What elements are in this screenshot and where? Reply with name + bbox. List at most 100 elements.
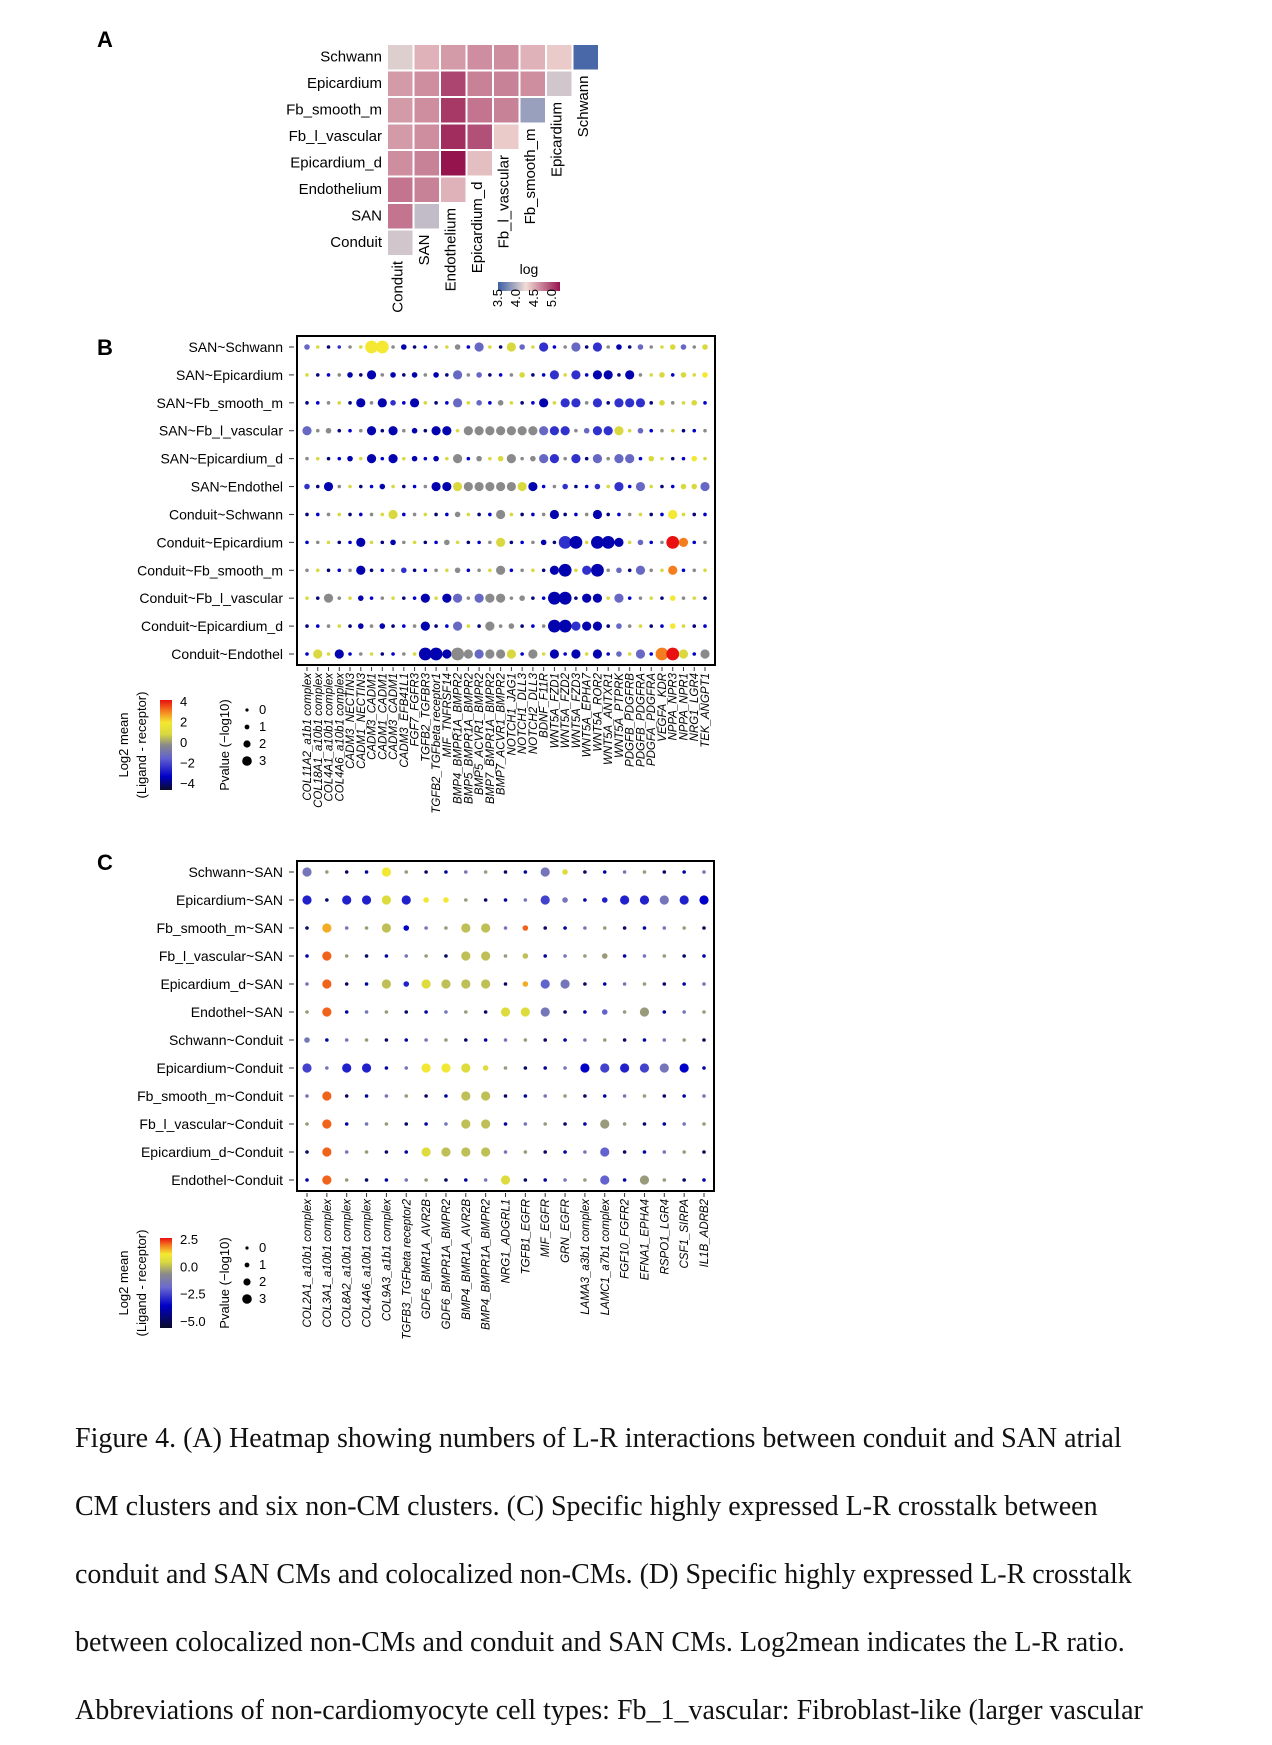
dot-point xyxy=(549,649,560,659)
col-label: CADM3_CADM1 xyxy=(388,673,400,760)
dot-point xyxy=(474,426,484,436)
row-label: Conduit~Schwann xyxy=(169,506,283,522)
row-label: SAN~Endothel xyxy=(191,479,283,495)
dot-point xyxy=(474,342,484,352)
dot-point xyxy=(496,481,506,492)
dot-bg xyxy=(402,596,406,600)
dot-point xyxy=(452,454,463,464)
dot-bg xyxy=(344,954,349,958)
heatmap-col-label: Fb_l_vascular xyxy=(496,155,513,248)
dot-point xyxy=(614,454,624,464)
dot-point xyxy=(441,1063,451,1073)
dot-point xyxy=(594,483,601,490)
row-label: Conduit~Epicardium_d xyxy=(141,618,283,634)
dot-bg xyxy=(444,1178,448,1182)
dot-bg xyxy=(692,373,697,377)
dot-bg xyxy=(503,954,508,958)
dot-point xyxy=(481,1091,491,1101)
dot-point xyxy=(452,398,463,408)
col-label: MIF_EGFR xyxy=(540,1199,552,1257)
color-legend-tick: 0 xyxy=(180,735,187,750)
dot-bg xyxy=(682,1150,686,1154)
heatmap-cell xyxy=(573,45,598,70)
col-label: NPPA_NPR3 xyxy=(668,672,680,740)
dot-bg xyxy=(681,568,686,573)
col-label: LAMC1_a7b1 complex xyxy=(600,1198,612,1316)
dot-bg xyxy=(606,652,610,656)
dot-bg xyxy=(337,428,342,433)
heatmap-cell xyxy=(414,98,439,123)
dot-point xyxy=(655,647,669,661)
dot-bg xyxy=(541,512,546,517)
dot-point xyxy=(603,426,613,436)
dot-bg xyxy=(464,1010,468,1014)
dot-bg xyxy=(541,652,546,656)
dot-bg xyxy=(358,373,363,377)
size-legend-dot xyxy=(242,1294,252,1304)
dot-bg xyxy=(391,568,395,573)
dot-bg xyxy=(380,596,385,600)
dot-point xyxy=(583,427,590,434)
dot-point xyxy=(659,895,669,905)
dot-bg xyxy=(404,954,409,958)
row-label: Schwann~Conduit xyxy=(169,1032,283,1048)
dot-bg xyxy=(523,1150,528,1154)
dot-bg xyxy=(606,596,610,600)
dot-bg xyxy=(391,596,395,600)
dot-bg xyxy=(574,428,578,433)
col-label: CADM1_NECTIN3 xyxy=(356,672,368,768)
row-label: SAN~Schwann xyxy=(188,339,283,355)
dot-bg xyxy=(424,1122,428,1126)
dot-bg xyxy=(444,1038,448,1042)
heatmap-cell xyxy=(547,71,572,96)
dot-point xyxy=(461,979,471,989)
dot-bg xyxy=(660,512,664,517)
dot-bg xyxy=(369,568,374,573)
dot-point xyxy=(616,651,622,657)
dot-bg xyxy=(622,1010,627,1014)
dot-point xyxy=(325,427,332,434)
dot-point xyxy=(668,509,678,520)
dot-point xyxy=(582,565,592,575)
size-legend-dot xyxy=(242,756,252,766)
dot-bg xyxy=(348,568,352,573)
dot-point xyxy=(519,344,525,350)
dot-point xyxy=(418,647,432,661)
dot-bg xyxy=(606,345,610,349)
heatmap-cell xyxy=(520,98,545,123)
heatmap-legend-tick: 4.0 xyxy=(508,289,523,307)
dot-bg xyxy=(423,401,428,405)
dot-point xyxy=(474,593,484,603)
dot-bg xyxy=(523,1038,528,1042)
dot-bg xyxy=(682,1122,686,1126)
col-label: FGF10_FGFR2 xyxy=(620,1198,632,1278)
dot-bg xyxy=(563,373,567,377)
dot-bg xyxy=(402,401,406,405)
dot-bg xyxy=(563,456,567,461)
dot-point xyxy=(461,923,471,933)
dot-bg xyxy=(662,1010,667,1014)
dot-point xyxy=(454,344,461,350)
dot-bg xyxy=(404,1094,409,1098)
heatmap-row-label: Schwann xyxy=(320,48,382,65)
dot-point xyxy=(423,897,429,903)
dot-bg xyxy=(477,540,481,545)
dot-bg xyxy=(552,484,557,489)
size-legend-tick: 2 xyxy=(259,736,266,751)
dot-bg xyxy=(445,624,449,628)
dot-bg xyxy=(660,596,664,600)
dot-point xyxy=(409,398,420,408)
dot-bg xyxy=(369,540,374,545)
dot-bg xyxy=(326,568,331,573)
col-label: MIF_TNFRSF14 xyxy=(442,673,454,757)
heatmap-cell xyxy=(467,151,492,176)
dot-point xyxy=(482,1065,489,1071)
dot-bg xyxy=(315,401,320,405)
col-label: GDF6_BMPR1A_BMPR2 xyxy=(441,1198,453,1329)
dot-bg xyxy=(348,401,352,405)
dot-point xyxy=(452,593,463,603)
dot-point xyxy=(474,649,484,659)
dot-point xyxy=(431,481,441,492)
col-label: CADM3_CADM1 xyxy=(367,673,379,760)
dot-point xyxy=(304,344,310,350)
